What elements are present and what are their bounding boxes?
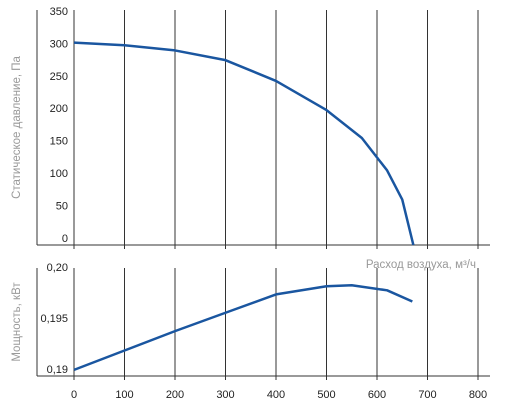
x-axis-label: Расход воздуха, м³/ч [366, 259, 476, 271]
x-tick-label: 400 [267, 389, 285, 401]
y-tick-label: 350 [50, 6, 68, 18]
x-tick-label: 0 [71, 389, 77, 401]
x-tick-label: 100 [115, 389, 133, 401]
x-tick-label: 200 [166, 389, 184, 401]
x-tick-label: 600 [368, 389, 386, 401]
line-series [73, 41, 415, 246]
y-tick-label: 150 [50, 136, 68, 148]
y-tick-label: 0,20 [47, 262, 68, 274]
x-tick-label: 800 [469, 389, 487, 401]
y-tick-label: 300 [50, 38, 68, 50]
x-tick-label: 300 [216, 389, 234, 401]
y-tick-label: 100 [50, 168, 68, 180]
y-tick-label: 250 [50, 71, 68, 83]
y-axis-label: Статическое давление, Па [11, 55, 23, 198]
x-tick-label: 500 [317, 389, 335, 401]
y-tick-label: 0,19 [47, 364, 68, 376]
line-series [73, 283, 413, 372]
y-tick-label: 50 [56, 200, 68, 212]
y-axis-label: Мощность, кВт [11, 282, 23, 362]
y-tick-label: 0,195 [40, 313, 68, 325]
y-tick-label: 200 [50, 103, 68, 115]
y-tick-label: 0 [62, 233, 68, 245]
x-tick-label: 700 [418, 389, 436, 401]
